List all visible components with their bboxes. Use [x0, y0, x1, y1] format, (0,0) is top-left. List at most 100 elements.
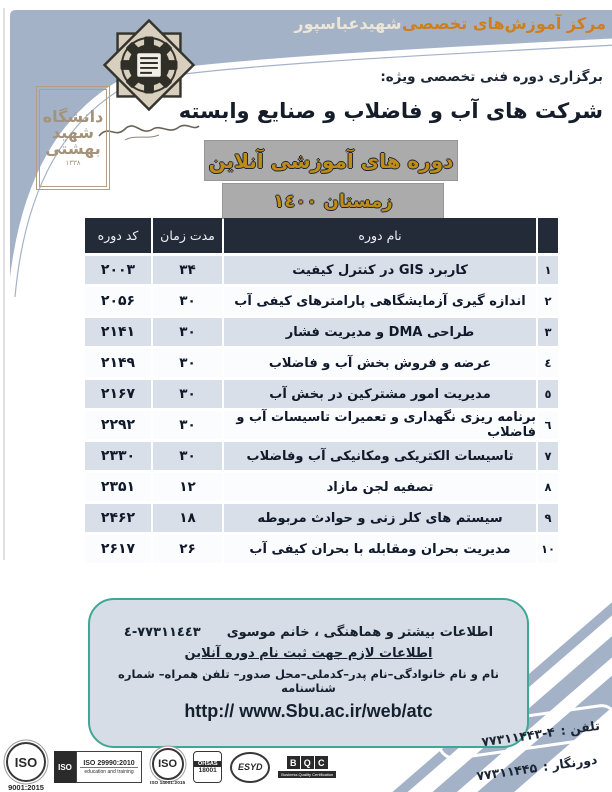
row-number: ۱ — [538, 256, 558, 284]
course-name: عرضه و فروش بخش آب و فاضلاب — [224, 349, 536, 377]
course-duration: ۳۰ — [153, 411, 222, 439]
ohsas-title: OHSAS — [194, 760, 222, 767]
course-duration: ۳۰ — [153, 349, 222, 377]
header-course-name: نام دوره — [224, 218, 536, 253]
esyd-logo: ESYD — [230, 751, 271, 783]
ohsas-logo: OHSAS 18001 — [193, 751, 223, 783]
table-row: ۱۰ مدیریت بحران ومقابله با بحران کیفی آب… — [85, 535, 558, 563]
row-number: ٦ — [538, 411, 558, 439]
org-title: مرکز آموزش‌های تخصصی شهیدعباسپور — [294, 14, 606, 33]
row-number: ٤ — [538, 349, 558, 377]
course-code: ۲۱۴۹ — [85, 349, 151, 377]
course-code: ۲۰۰۳ — [85, 256, 151, 284]
course-code: ۲۴۶۲ — [85, 504, 151, 532]
course-duration: ۳۰ — [153, 380, 222, 408]
row-number: ۸ — [538, 473, 558, 501]
course-duration: ۳۰ — [153, 318, 222, 346]
course-duration: ۳۰ — [153, 287, 222, 315]
header-course-code: کد دوره — [85, 218, 151, 253]
university-seal-year: ۱۳۳۸ — [65, 159, 81, 168]
event-subtitle: برگزاری دوره فنی تخصصی ویژه: — [380, 69, 603, 85]
iso-14001-code: ISO 14001:2015 — [150, 781, 186, 786]
iso-14001-icon: ISO — [151, 748, 184, 780]
course-code: ۲۰۵۶ — [85, 287, 151, 315]
course-code: ۲۳۳۰ — [85, 442, 151, 470]
row-number: ۷ — [538, 442, 558, 470]
iso-9001-logo: ISO 9001:2015 — [6, 742, 46, 792]
row-number: ۱۰ — [538, 535, 558, 563]
university-seal-title: دانشگاه شهید بهشتی — [42, 106, 104, 159]
course-name: طراحی DMA و مدیریت فشار — [224, 318, 536, 346]
row-number: ٥ — [538, 380, 558, 408]
registration-url[interactable]: http:// www.Sbu.ac.ir/web/atc — [184, 700, 433, 721]
table-row: ۸ تصفیه لجن مازاد ۱۲ ۲۳۵۱ — [85, 473, 558, 501]
org-title-main: مرکز آموزش‌های تخصصی — [402, 14, 606, 33]
course-name: مدیریت بحران ومقابله با بحران کیفی آب — [224, 535, 536, 563]
course-duration: ۱۲ — [153, 473, 222, 501]
banner-online-courses: دوره های آموزشی آنلاین — [204, 140, 458, 181]
course-name: اندازه گیری آزمایشگاهی پارامترهای کیفی آ… — [224, 287, 536, 315]
course-name: تصفیه لجن مازاد — [224, 473, 536, 501]
course-name: مدیریت امور مشترکین در بخش آب — [224, 380, 536, 408]
table-row: ۳ طراحی DMA و مدیریت فشار ۳۰ ۲۱۴۱ — [85, 318, 558, 346]
bqc-letter-b: B — [286, 756, 300, 769]
course-name: کاربرد GIS در کنترل کیفیت — [224, 256, 536, 284]
row-number: ۳ — [538, 318, 558, 346]
course-code: ۲۶۱۷ — [85, 535, 151, 563]
university-seal: دانشگاه شهید بهشتی ۱۳۳۸ — [36, 86, 110, 190]
iso-9001-icon: ISO — [6, 742, 46, 782]
banner-season: زمستان ۱٤۰۰ — [222, 183, 444, 219]
certification-logos: ISO 9001:2015 ISO ISO 29990:2010 educati… — [6, 742, 337, 792]
emblem-seal-script — [140, 57, 158, 74]
bqc-caption: Business Quality Certification — [278, 771, 337, 778]
audience-title: شرکت های آب و فاضلاب و صنایع وابسته — [178, 99, 603, 123]
course-code: ۲۱۴۱ — [85, 318, 151, 346]
org-title-highlight: شهیدعباسپور — [294, 14, 402, 33]
table-row: ٦ برنامه ریزی نگهداری و تعمیرات تاسیسات … — [85, 410, 558, 440]
header-row-number — [538, 218, 558, 253]
course-duration: ۳۴ — [153, 256, 222, 284]
contact-phone-number: ٤-۷۷۳۱۱٤٤۳ — [123, 624, 201, 640]
course-duration: ۳۰ — [153, 442, 222, 470]
header-duration: مدت زمان — [153, 218, 222, 253]
iso-29990-icon: ISO — [54, 751, 76, 783]
contact-info-box: اطلاعات بیشتر و هماهنگی ، خانم موسوی ٤-۷… — [88, 598, 529, 748]
table-row: ۱ کاربرد GIS در کنترل کیفیت ۳۴ ۲۰۰۳ — [85, 256, 558, 284]
bqc-letter-q: Q — [300, 756, 314, 769]
bqc-logo: B Q C Business Quality Certification — [278, 756, 337, 778]
course-code: ۲۲۹۲ — [85, 411, 151, 439]
table-row: ٥ مدیریت امور مشترکین در بخش آب ۳۰ ۲۱۶۷ — [85, 380, 558, 408]
header-swoosh-shape — [10, 10, 612, 292]
course-name: تاسیسات الکتریکی ومکانیکی آب وفاضلاب — [224, 442, 536, 470]
ohsas-code: 18001 — [198, 766, 217, 774]
banner-season-text: زمستان ۱٤۰۰ — [273, 190, 393, 212]
table-row: ۲ اندازه گیری آزمایشگاهی پارامترهای کیفی… — [85, 287, 558, 315]
iso-14001-logo: ISO ISO 14001:2015 — [150, 748, 185, 786]
signature-calligraphy — [98, 124, 200, 141]
esyd-icon: ESYD — [230, 751, 271, 783]
emblem-seal-plate — [137, 53, 161, 77]
iso-29990-logo: ISO ISO 29990:2010 education and trainin… — [54, 751, 142, 783]
contact-coordination-line: اطلاعات بیشتر و هماهنگی ، خانم موسوی ٤-۷… — [124, 625, 493, 640]
contact-coordination-text: اطلاعات بیشتر و هماهنگی ، خانم موسوی — [226, 624, 494, 640]
bqc-letter-c: C — [314, 756, 328, 769]
row-number: ۹ — [538, 504, 558, 532]
iso-29990-title: ISO 29990:2010 — [80, 760, 138, 768]
row-number: ۲ — [538, 287, 558, 315]
course-duration: ۱۸ — [153, 504, 222, 532]
course-name: برنامه ریزی نگهداری و تعمیرات تاسیسات آب… — [224, 410, 536, 440]
table-row: ۷ تاسیسات الکتریکی ومکانیکی آب وفاضلاب ۳… — [85, 442, 558, 470]
registration-info-heading: اطلاعات لازم جهت ثبت نام دوره آنلاین — [184, 645, 433, 661]
courses-table: نام دوره مدت زمان کد دوره ۱ کاربرد GIS د… — [85, 218, 558, 563]
table-row: ٤ عرضه و فروش بخش آب و فاضلاب ۳۰ ۲۱۴۹ — [85, 349, 558, 377]
table-row: ۹ سیستم های کلر زنی و حوادث مربوطه ۱۸ ۲۴… — [85, 504, 558, 532]
course-code: ۲۳۵۱ — [85, 473, 151, 501]
courses-table-header: نام دوره مدت زمان کد دوره — [85, 218, 558, 253]
course-name: سیستم های کلر زنی و حوادث مربوطه — [224, 504, 536, 532]
banner-online-courses-text: دوره های آموزشی آنلاین — [208, 148, 454, 173]
course-code: ۲۱۶۷ — [85, 380, 151, 408]
training-center-emblem — [102, 18, 196, 112]
registration-required-fields: نام و نام خانوادگی–نام پدر–کدملی–محل صدو… — [118, 666, 499, 695]
iso-29990-subtitle: education and training — [84, 768, 134, 775]
